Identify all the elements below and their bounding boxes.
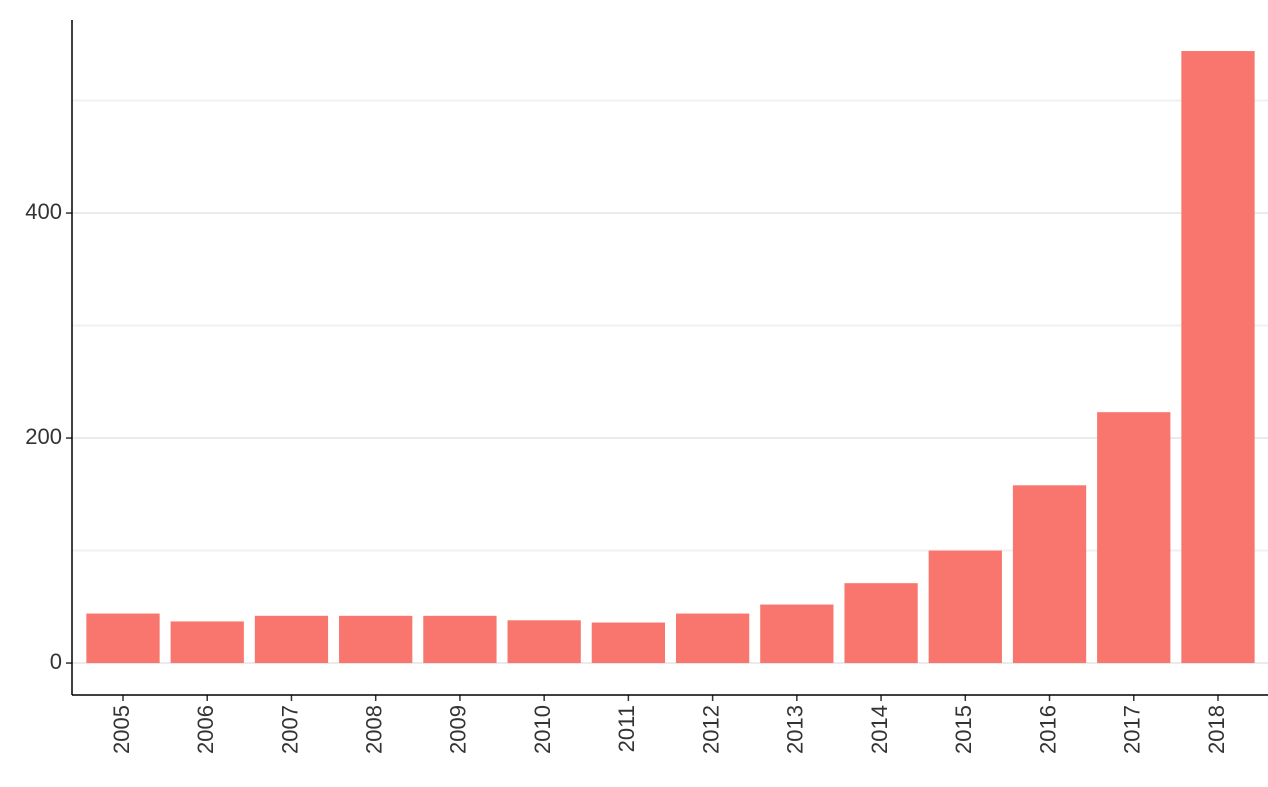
bar	[928, 550, 1002, 664]
bar	[254, 615, 329, 664]
x-tick-label: 2007	[277, 705, 302, 754]
bar	[1097, 412, 1171, 664]
x-tick-label: 2016	[1035, 705, 1060, 754]
y-tick-label: 400	[25, 199, 62, 224]
bar	[844, 583, 918, 664]
x-tick-label: 2018	[1204, 705, 1229, 754]
x-tick-label: 2009	[446, 705, 471, 754]
x-tick-label: 2005	[109, 705, 134, 754]
x-tick-label: 2014	[867, 705, 892, 754]
x-tick-label: 2011	[614, 705, 639, 752]
bar	[423, 615, 497, 664]
bar	[339, 615, 413, 664]
bar	[1181, 51, 1255, 664]
x-tick-label: 2015	[951, 705, 976, 754]
bar	[1012, 485, 1087, 664]
x-tick-label: 2012	[698, 705, 723, 754]
x-tick-label: 2006	[193, 705, 218, 754]
bar	[591, 622, 666, 664]
x-tick-label: 2008	[362, 705, 387, 754]
x-tick-label: 2010	[530, 705, 555, 754]
bar	[760, 604, 834, 664]
x-tick-label: 2013	[783, 705, 808, 754]
bar	[675, 613, 750, 664]
y-tick-label: 200	[25, 424, 62, 449]
bar	[86, 613, 160, 664]
x-tick-label: 2017	[1120, 705, 1145, 754]
bar	[170, 621, 244, 664]
bar	[507, 620, 581, 664]
y-tick-label: 0	[50, 649, 62, 674]
